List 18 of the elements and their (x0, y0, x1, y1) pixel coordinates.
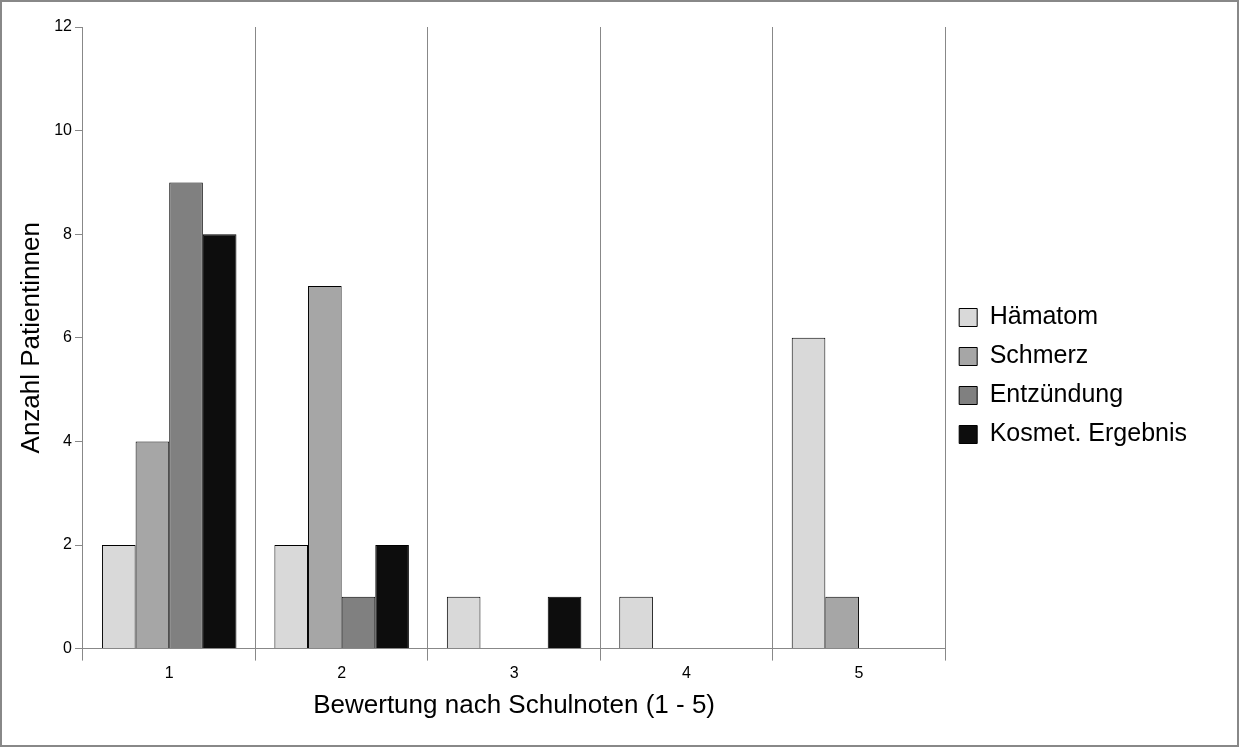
x-axis-title: Bewertung nach Schulnoten (1 - 5) (313, 688, 715, 719)
y-tick-label: 12 (54, 17, 73, 35)
y-tick-label: 8 (63, 224, 73, 242)
y-tick-label: 10 (54, 121, 73, 139)
y-tick-label: 4 (63, 431, 73, 449)
x-tick-label: 3 (509, 663, 519, 681)
legend-label: Hämatom (989, 301, 1099, 330)
x-tick-label: 1 (164, 663, 174, 681)
y-tick-label: 0 (63, 639, 73, 657)
x-tick-label: 2 (337, 663, 347, 681)
legend-label: Kosmet. Ergebnis (989, 418, 1188, 447)
y-tick-label: 6 (63, 328, 73, 346)
x-tick-label: 4 (682, 663, 692, 681)
legend-label: Entzündung (989, 379, 1124, 408)
legend-label: Schmerz (989, 340, 1089, 369)
x-tick-label: 5 (854, 663, 864, 681)
y-tick-label: 2 (63, 535, 73, 553)
y-axis-title: Anzahl Patientinnen (14, 222, 45, 454)
